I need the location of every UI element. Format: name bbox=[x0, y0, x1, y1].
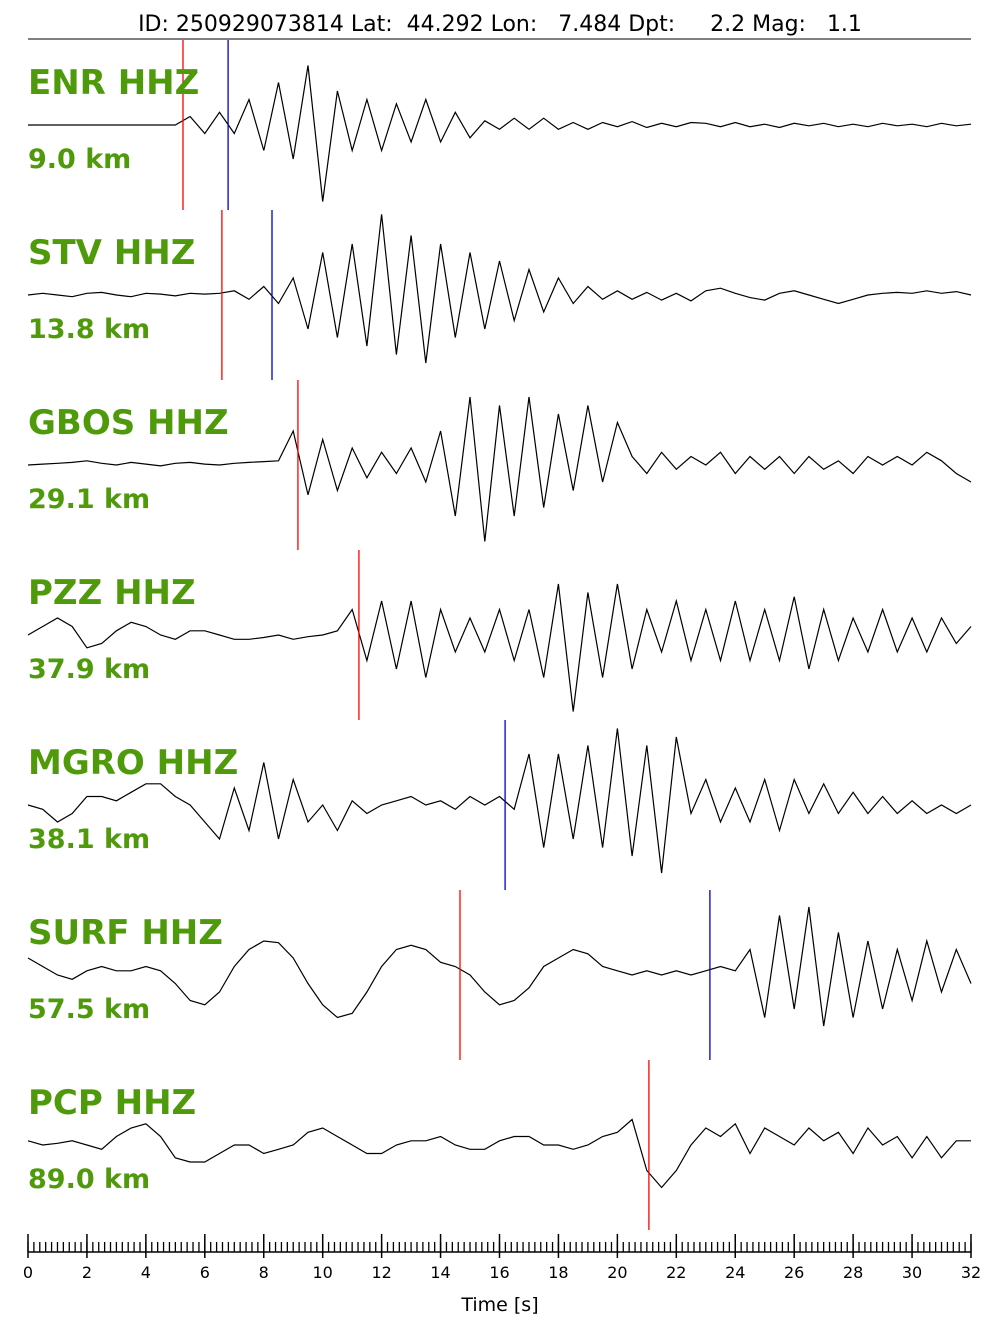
waveform bbox=[28, 65, 972, 202]
x-axis-label: Time [s] bbox=[460, 1294, 538, 1316]
x-tick-label: 16 bbox=[489, 1263, 509, 1282]
x-tick-label: 12 bbox=[371, 1263, 391, 1282]
x-tick-label: 4 bbox=[141, 1263, 151, 1282]
x-tick-label: 0 bbox=[23, 1263, 33, 1282]
x-tick-label: 32 bbox=[961, 1263, 981, 1282]
waveform bbox=[27, 583, 972, 712]
x-tick-label: 18 bbox=[548, 1263, 568, 1282]
x-tick-label: 30 bbox=[902, 1263, 922, 1282]
distance-label: 13.8 km bbox=[28, 314, 150, 345]
chart-title: ID: 250929073814 Lat: 44.292 Lon: 7.484 … bbox=[138, 12, 862, 37]
station-label: PCP HHZ bbox=[28, 1083, 196, 1123]
distance-label: 38.1 km bbox=[28, 824, 150, 855]
distance-label: 29.1 km bbox=[28, 484, 150, 515]
distance-label: 57.5 km bbox=[28, 994, 150, 1025]
x-tick-label: 24 bbox=[725, 1263, 745, 1282]
station-label: STV HHZ bbox=[28, 233, 195, 273]
waveform bbox=[27, 396, 972, 542]
x-tick-label: 22 bbox=[666, 1263, 686, 1282]
station-label: MGRO HHZ bbox=[28, 743, 238, 783]
waveform bbox=[27, 1118, 971, 1189]
x-tick-label: 26 bbox=[784, 1263, 804, 1282]
distance-label: 9.0 km bbox=[28, 144, 131, 175]
station-label: SURF HHZ bbox=[28, 913, 223, 953]
station-label: GBOS HHZ bbox=[28, 403, 229, 443]
distance-label: 37.9 km bbox=[28, 654, 150, 685]
x-tick-label: 2 bbox=[82, 1263, 92, 1282]
x-tick-label: 8 bbox=[259, 1263, 269, 1282]
station-label: PZZ HHZ bbox=[28, 573, 196, 613]
waveform bbox=[27, 214, 972, 364]
x-tick-label: 6 bbox=[200, 1263, 210, 1282]
x-tick-label: 20 bbox=[607, 1263, 627, 1282]
x-tick-label: 10 bbox=[313, 1263, 333, 1282]
distance-label: 89.0 km bbox=[28, 1164, 150, 1195]
x-tick-label: 28 bbox=[843, 1263, 863, 1282]
waveform bbox=[27, 906, 972, 1027]
waveform bbox=[27, 728, 972, 874]
station-label: ENR HHZ bbox=[28, 63, 199, 103]
x-tick-label: 14 bbox=[430, 1263, 450, 1282]
